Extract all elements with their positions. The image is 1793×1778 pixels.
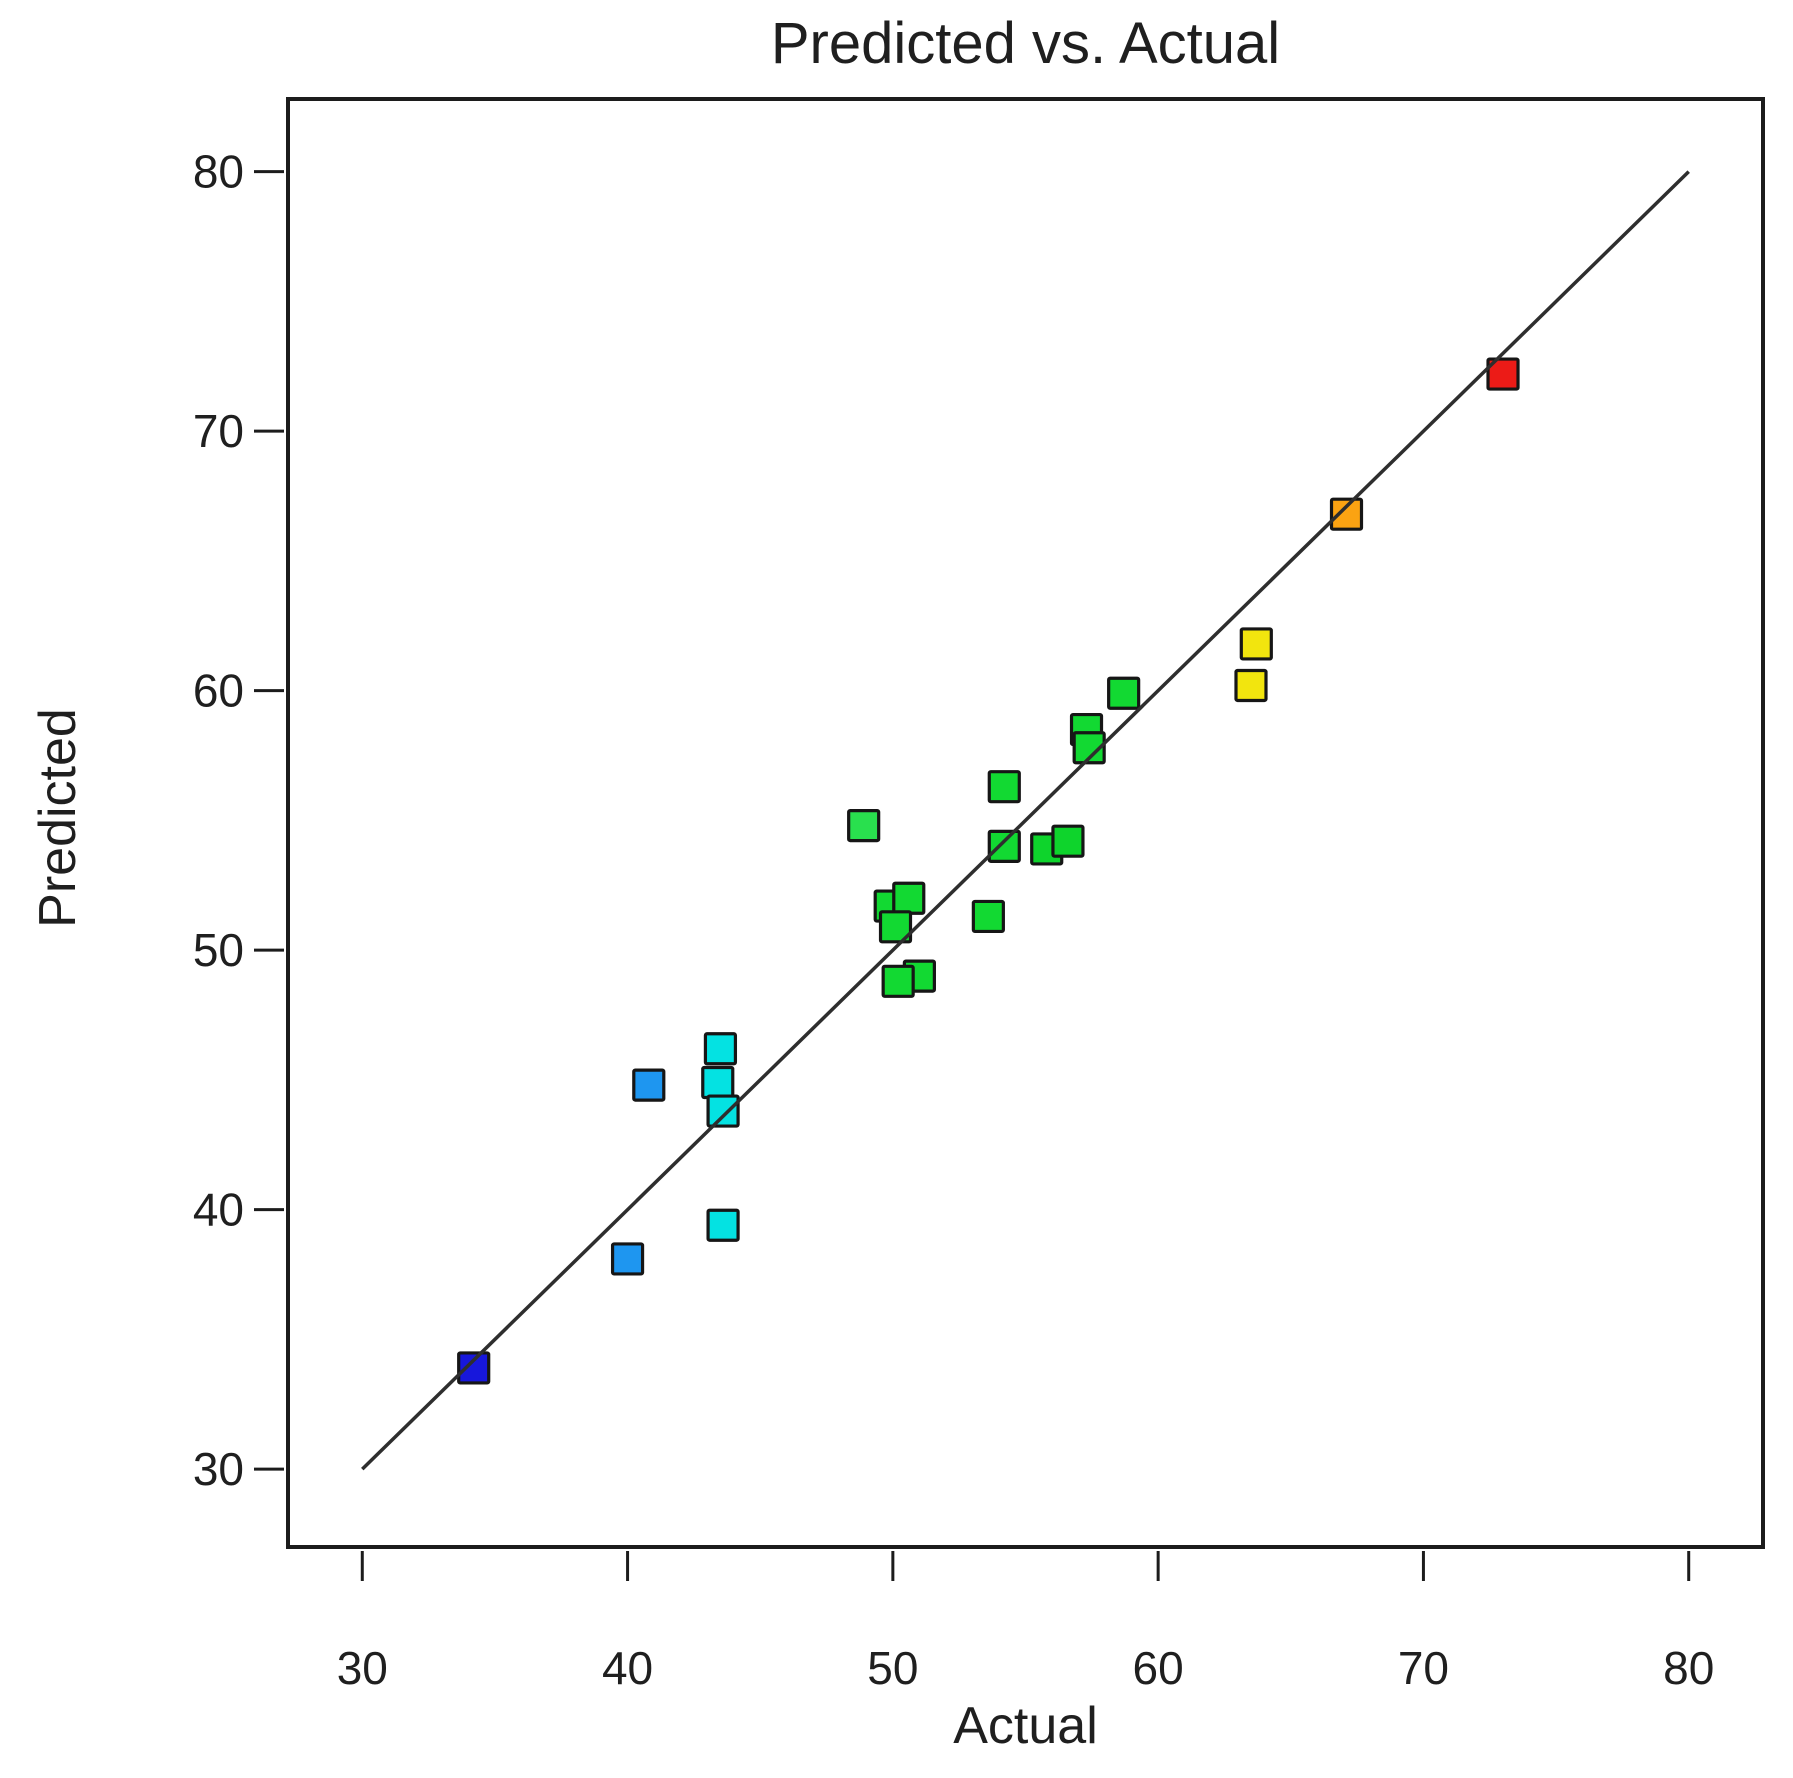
data-point[interactable]	[1329, 497, 1364, 531]
x-tick-label: 40	[602, 1642, 653, 1694]
y-tick-label: 30	[193, 1443, 244, 1495]
identity-line	[361, 170, 1690, 1471]
data-point[interactable]	[1107, 676, 1141, 710]
data-point[interactable]	[1072, 731, 1106, 765]
y-tick-label: 40	[193, 1184, 244, 1236]
data-point[interactable]	[457, 1351, 491, 1385]
data-point[interactable]	[1051, 824, 1085, 858]
data-point[interactable]	[706, 1094, 740, 1128]
data-point[interactable]	[987, 770, 1021, 804]
y-tick-label: 80	[193, 146, 244, 198]
x-tick-label: 70	[1398, 1642, 1449, 1694]
data-point[interactable]	[878, 910, 913, 944]
data-point[interactable]	[1234, 668, 1268, 703]
x-tick-label: 60	[1133, 1642, 1184, 1694]
x-tick-label: 30	[337, 1642, 388, 1694]
data-point[interactable]	[701, 1065, 735, 1100]
y-tick-label: 70	[193, 405, 244, 457]
x-axis-title: Actual	[953, 1697, 1098, 1755]
data-point[interactable]	[892, 881, 926, 915]
data-point[interactable]	[703, 1032, 738, 1066]
data-point[interactable]	[987, 829, 1021, 863]
chart-title: Predicted vs. Actual	[770, 11, 1281, 76]
data-point[interactable]	[847, 808, 881, 843]
data-point[interactable]	[706, 1208, 740, 1242]
data-point[interactable]	[1486, 357, 1520, 391]
y-tick-label: 50	[193, 924, 244, 976]
y-tick-label: 60	[193, 665, 244, 717]
x-tick-label: 50	[867, 1642, 918, 1694]
data-point[interactable]	[971, 899, 1005, 934]
plot-border	[286, 97, 1765, 1549]
data-point[interactable]	[881, 964, 915, 998]
data-point[interactable]	[632, 1068, 666, 1102]
data-point[interactable]	[1239, 627, 1273, 661]
x-tick-label: 80	[1663, 1642, 1714, 1694]
data-point[interactable]	[610, 1242, 645, 1276]
